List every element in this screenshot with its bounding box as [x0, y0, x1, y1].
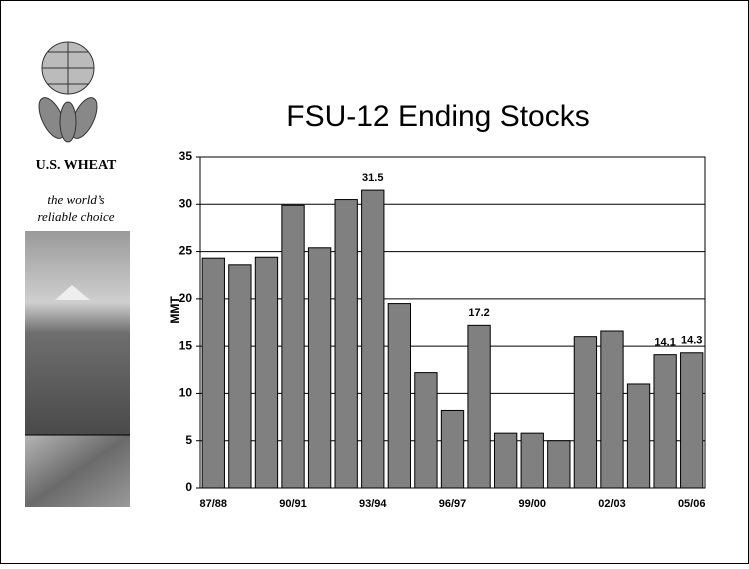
x-tick-label: 02/03: [598, 498, 626, 510]
bar: [282, 205, 304, 488]
photo: [25, 231, 130, 435]
brand-name: U.S. WHEAT: [36, 158, 117, 173]
bar: [229, 265, 251, 488]
bar: [681, 353, 703, 488]
tagline: the world’s: [47, 192, 104, 207]
x-tick-label: 87/88: [200, 498, 228, 510]
y-tick-label: 20: [179, 291, 193, 305]
x-tick-label: 05/06: [678, 498, 706, 510]
x-tick-label: 90/91: [279, 498, 307, 510]
bar: [415, 373, 437, 488]
bar: [601, 331, 623, 488]
y-tick-label: 30: [179, 196, 193, 210]
bar: [468, 325, 490, 488]
tagline: reliable choice: [37, 209, 114, 224]
value-label: 31.5: [362, 172, 383, 184]
bar: [202, 258, 224, 488]
bar: [441, 410, 463, 488]
x-tick-label: 99/00: [518, 498, 546, 510]
value-label: 17.2: [468, 307, 489, 319]
y-tick-label: 15: [179, 338, 193, 352]
bar: [308, 248, 330, 488]
y-tick-label: 5: [185, 433, 192, 447]
x-tick-label: 93/94: [359, 498, 387, 510]
chart-title: FSU-12 Ending Stocks: [286, 100, 589, 133]
y-tick-label: 10: [179, 386, 193, 400]
y-tick-label: 25: [179, 244, 193, 258]
bar: [521, 433, 543, 488]
bar: [335, 200, 357, 488]
bar: [362, 190, 384, 488]
bar: [388, 304, 410, 488]
bar: [255, 257, 277, 488]
slide: U.S. WHEAT the world’s reliable choice F…: [0, 0, 749, 564]
value-label: 14.1: [654, 337, 675, 349]
bar: [494, 433, 516, 488]
value-label: 14.3: [681, 335, 702, 347]
y-tick-label: 35: [179, 149, 193, 163]
bar: [627, 384, 649, 488]
bar: [574, 337, 596, 488]
bar: [654, 355, 676, 488]
photo: [25, 435, 130, 507]
y-tick-label: 0: [185, 480, 192, 494]
x-tick-label: 96/97: [439, 498, 467, 510]
bar: [548, 441, 570, 488]
